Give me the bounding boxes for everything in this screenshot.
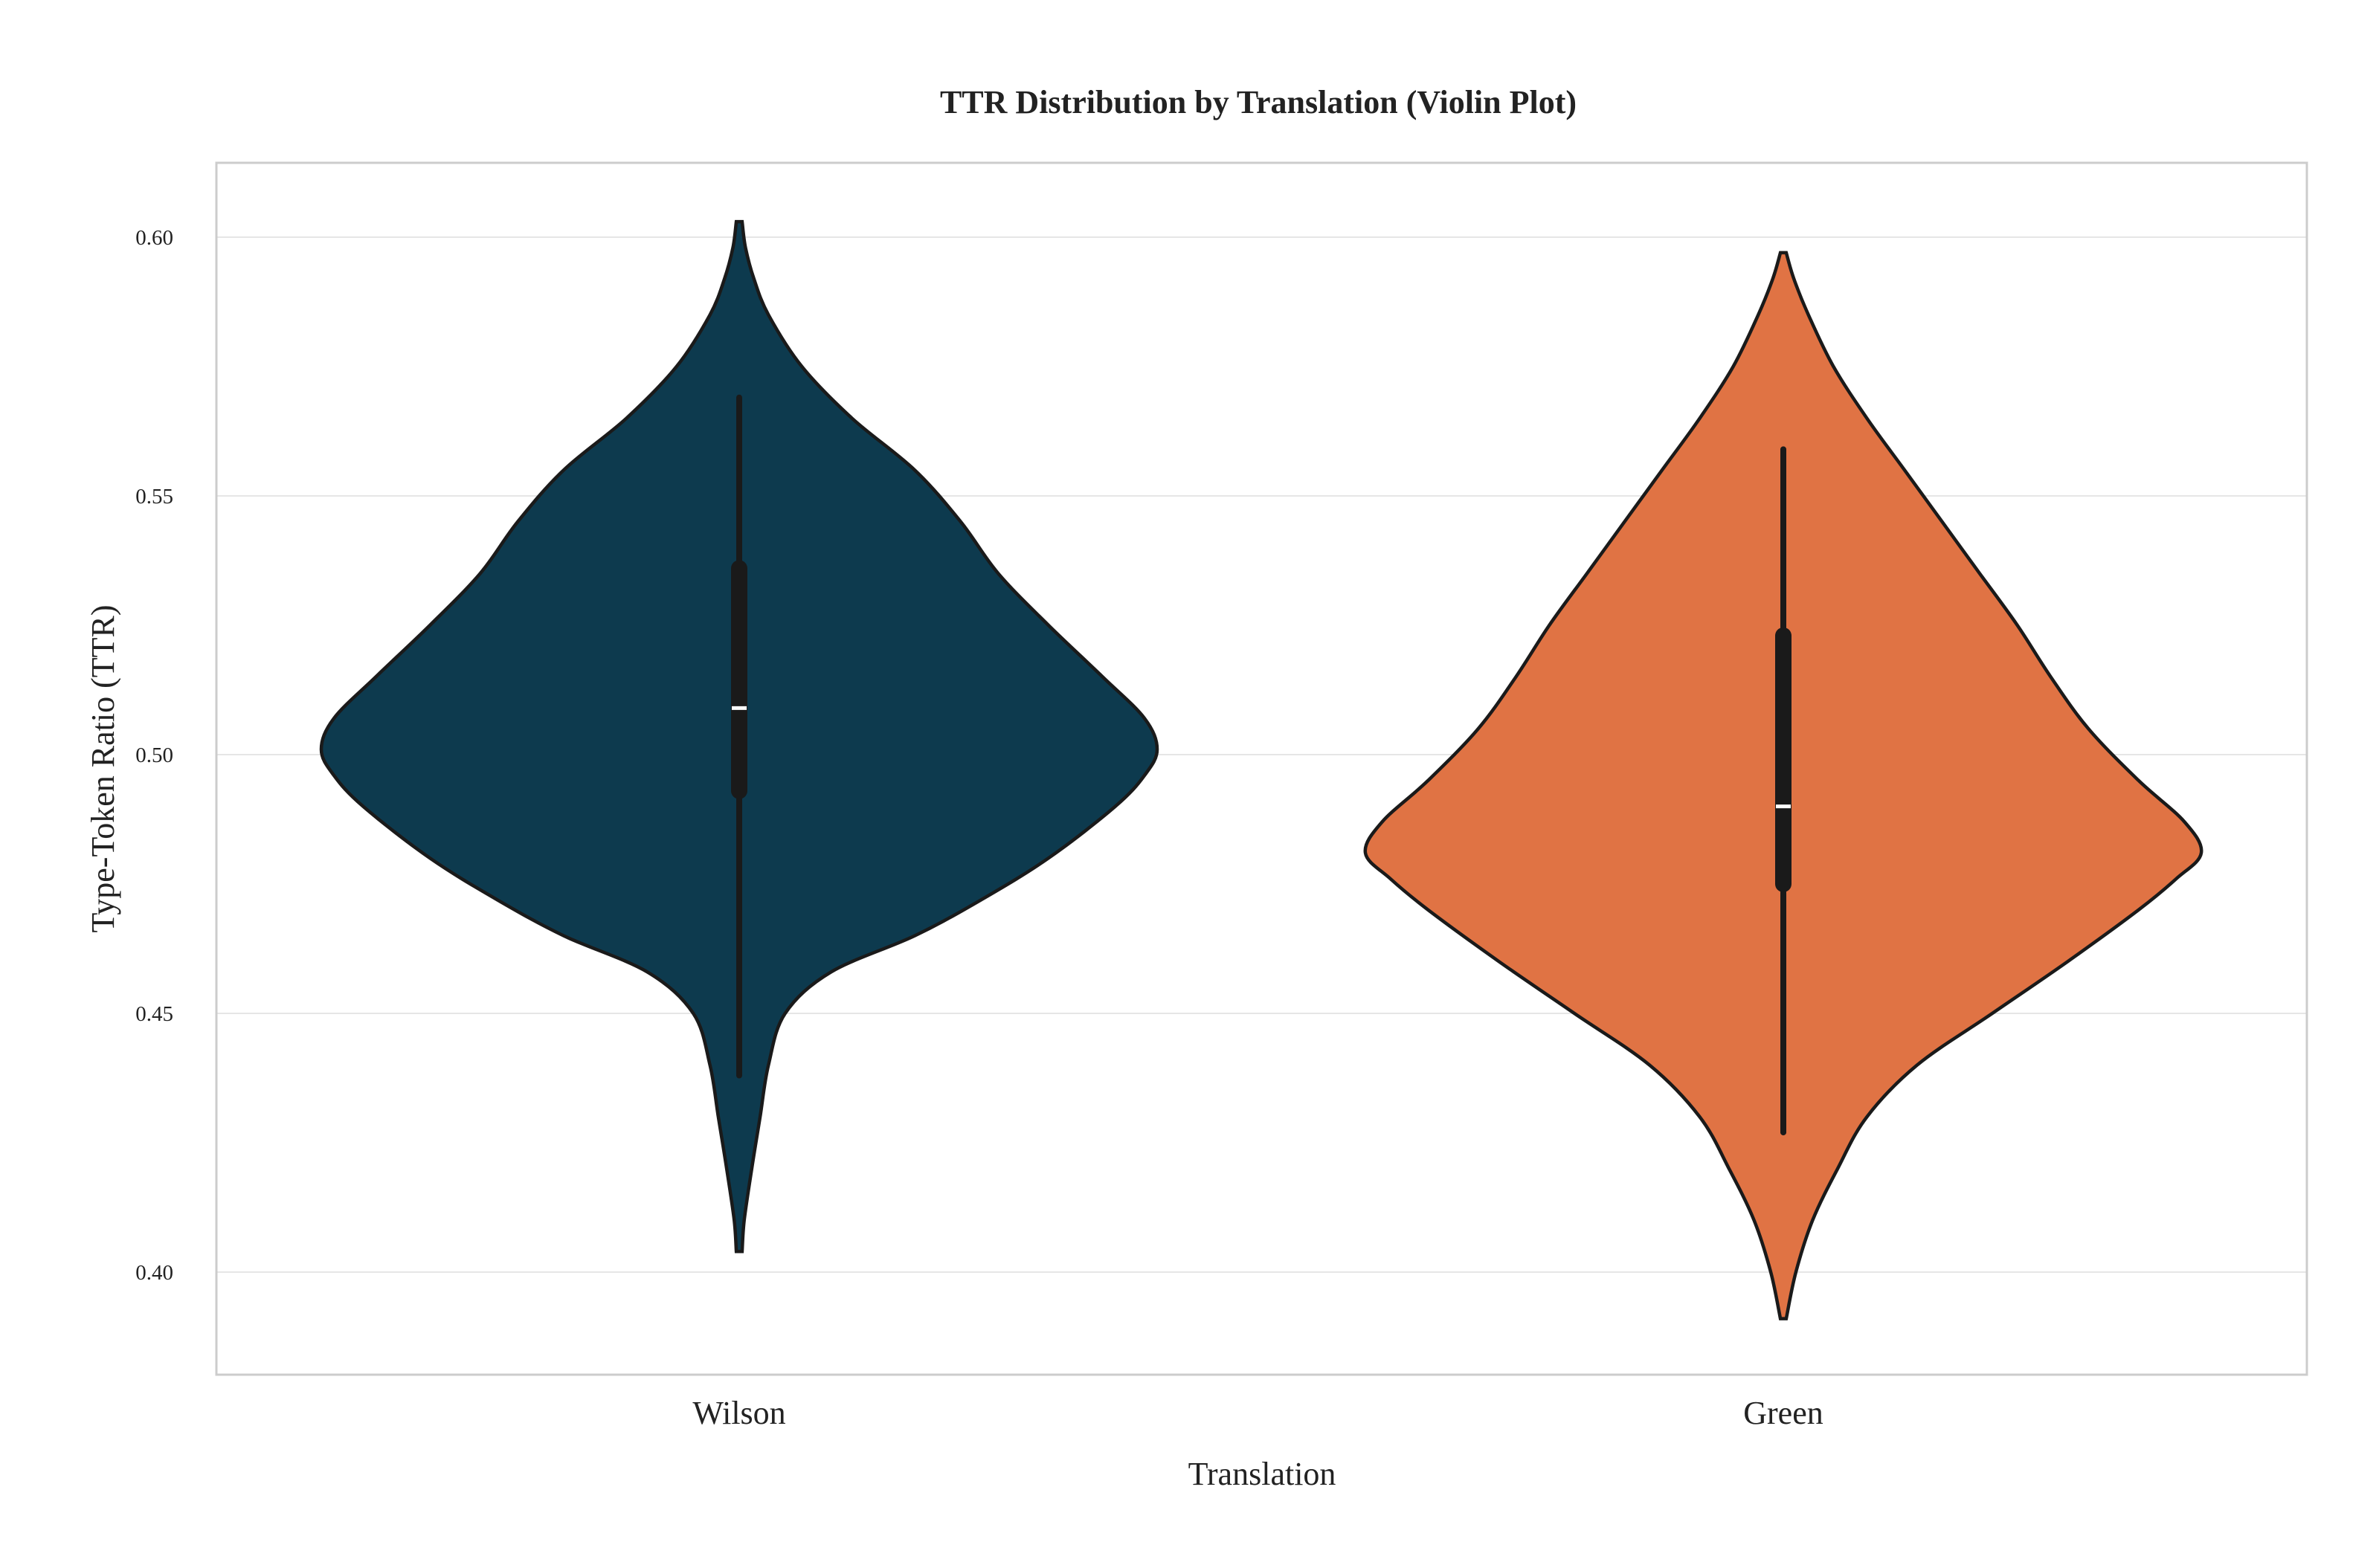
x-axis-label: Translation [1188, 1456, 1336, 1492]
x-axis-ticks: Wilson Green [692, 1395, 1823, 1431]
y-tick-label: 0.55 [135, 485, 173, 509]
y-tick-label: 0.50 [135, 743, 173, 767]
chart-title: TTR Distribution by Translation (Violin … [940, 84, 1577, 120]
y-tick-label: 0.40 [135, 1261, 173, 1285]
y-axis-ticks: 0.40 0.45 0.50 0.55 0.60 [135, 226, 173, 1285]
y-tick-label: 0.60 [135, 226, 173, 250]
y-axis-label: Type-Token Ratio (TTR) [85, 604, 121, 932]
violin-green [1363, 251, 2203, 1320]
violins [319, 219, 2203, 1320]
x-tick-label-green: Green [1743, 1395, 1823, 1431]
plot-frame [215, 161, 2308, 1376]
x-tick-label-wilson: Wilson [692, 1395, 785, 1431]
y-tick-label: 0.45 [135, 1002, 173, 1026]
violin-wilson [319, 219, 1159, 1254]
